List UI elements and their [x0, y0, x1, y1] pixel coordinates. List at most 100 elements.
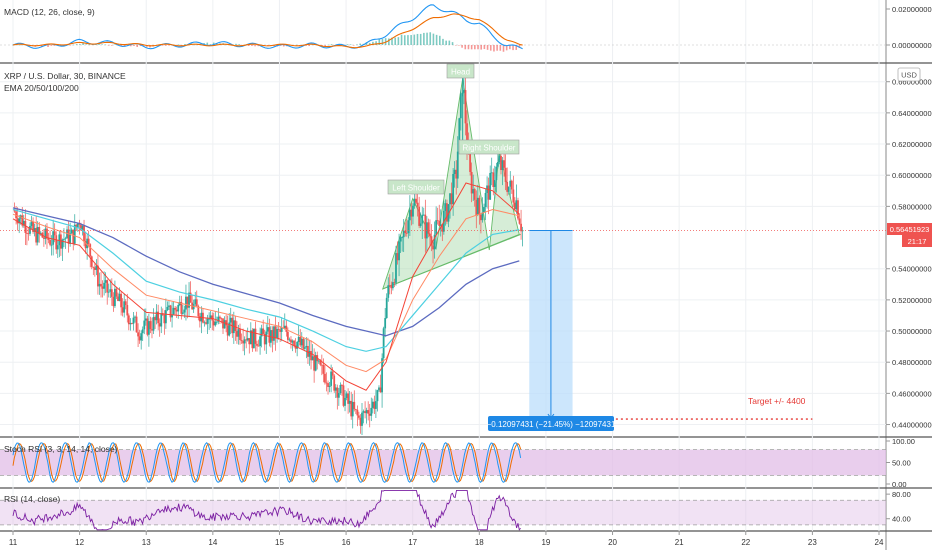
candle-body — [313, 356, 316, 371]
currency-button[interactable]: USD — [897, 67, 921, 82]
candle-body — [58, 234, 61, 246]
candle-body — [435, 220, 438, 235]
candle-body — [341, 385, 343, 386]
candle-body — [336, 387, 339, 398]
candle-body — [214, 321, 217, 326]
oscillator-bands — [0, 449, 886, 526]
candle-body — [466, 123, 468, 149]
price-tick-label: 0.64000000 — [892, 109, 932, 118]
ema200-line — [12, 207, 520, 337]
candle-body — [240, 339, 243, 341]
macd-histogram-bar — [353, 45, 355, 46]
candle-body — [87, 238, 90, 245]
price-tick-label: 0.44000000 — [892, 421, 932, 430]
candle-body — [399, 237, 402, 242]
candle-body — [348, 400, 351, 404]
time-axis: 11 12 13 14 15 16 17 18 19 20 21 22 23 24 — [9, 531, 884, 547]
candle-body — [181, 312, 184, 314]
macd-histogram-bar — [435, 34, 438, 45]
macd-histogram-bar — [193, 44, 196, 46]
candle-body — [449, 193, 451, 205]
candle-body — [441, 224, 444, 232]
candle-body — [152, 317, 155, 331]
candle-body — [384, 318, 387, 329]
candle-body — [215, 321, 218, 323]
candle-body — [368, 413, 371, 416]
candle-body — [319, 360, 322, 365]
time-tag: 21:17 — [902, 235, 932, 247]
candle-body — [350, 400, 353, 417]
macd-histogram-bar — [480, 45, 483, 50]
candle-body — [293, 340, 295, 346]
candle-body — [251, 330, 254, 349]
time-tick-label: 14 — [208, 538, 217, 547]
candle-body — [33, 228, 36, 232]
candle-body — [296, 341, 299, 349]
candle-body — [155, 311, 158, 321]
candle-body — [330, 371, 333, 386]
macd-histogram-bar — [206, 42, 209, 45]
macd-histogram-bar — [114, 44, 116, 45]
candle-body — [475, 199, 478, 216]
candle-body — [203, 322, 206, 324]
candle-body — [333, 375, 336, 391]
candle-body — [169, 305, 172, 318]
candle-body — [53, 231, 56, 236]
candle-body — [27, 233, 30, 235]
candle-body — [208, 318, 211, 320]
macd-histogram-bar — [40, 45, 43, 47]
candle-body — [279, 329, 282, 332]
candle-body — [271, 330, 274, 341]
macd-histogram-bar — [458, 45, 460, 46]
macd-histogram-bar — [467, 45, 470, 50]
macd-histogram-bar — [165, 45, 167, 46]
macd-histogram-bar — [372, 41, 374, 45]
candle-body — [262, 328, 265, 334]
candle-body — [493, 180, 496, 188]
candle-body — [144, 318, 147, 321]
time-tick-label: 22 — [741, 538, 750, 547]
macd-histogram-bar — [142, 45, 145, 46]
candle-body — [195, 299, 198, 307]
time-tick-label: 12 — [75, 538, 84, 547]
candle-body — [126, 305, 129, 316]
candle-body — [263, 333, 266, 345]
macd-histogram-bar — [47, 45, 49, 47]
candle-body — [95, 265, 98, 270]
chart-title: XRP / U.S. Dollar, 30, BINANCE — [4, 71, 126, 81]
candle-body — [283, 325, 286, 329]
macd-signal-line — [12, 13, 523, 49]
rsi-tick-label: 40.00 — [892, 515, 911, 524]
candle-body — [504, 167, 507, 182]
candle-body — [481, 212, 484, 221]
macd-histogram-bar — [295, 44, 298, 46]
candle-body — [500, 156, 502, 170]
candle-body — [256, 343, 258, 346]
macd-histogram-bar — [356, 44, 358, 46]
last-price-value: 0.56451923 — [890, 225, 930, 234]
candle-body — [183, 309, 186, 313]
candle-body — [353, 401, 356, 410]
macd-histogram-bar — [474, 45, 476, 50]
candle-body — [408, 209, 411, 221]
macd-histogram-bar — [438, 35, 441, 45]
candle-body — [222, 318, 224, 329]
candle-body — [381, 358, 383, 393]
macd-histogram-bar — [515, 45, 518, 50]
candle-body — [146, 318, 149, 335]
candle-body — [237, 329, 240, 337]
rsi-band — [0, 500, 886, 525]
candle-body — [198, 316, 201, 322]
candle-body — [180, 301, 183, 314]
candle-body — [418, 206, 421, 226]
candle-body — [239, 329, 241, 340]
candle-body — [427, 222, 430, 234]
candle-body — [78, 223, 81, 225]
candle-body — [55, 235, 58, 250]
candle-body — [458, 118, 461, 152]
macd-histogram-bar — [139, 45, 142, 47]
measure-readout: −0.12097431 (−21.45%) −12097431 — [487, 416, 616, 431]
candle-body — [422, 214, 425, 216]
macd-histogram-bar — [136, 45, 139, 47]
macd-histogram-bar — [212, 42, 215, 45]
